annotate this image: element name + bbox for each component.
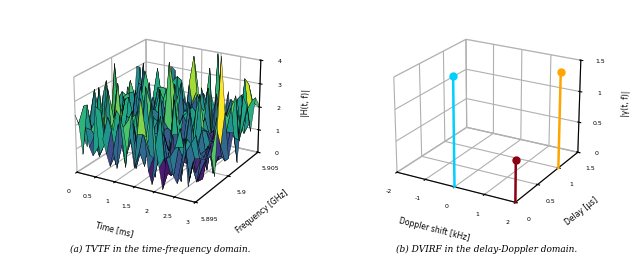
Y-axis label: Frequency [GHz]: Frequency [GHz] bbox=[234, 187, 289, 234]
Text: (a) TVTF in the time-frequency domain.: (a) TVTF in the time-frequency domain. bbox=[70, 244, 250, 253]
Y-axis label: Delay [µs]: Delay [µs] bbox=[564, 195, 600, 226]
X-axis label: Doppler shift [kHz]: Doppler shift [kHz] bbox=[398, 215, 470, 242]
Text: (b) DVIRF in the delay-Doppler domain.: (b) DVIRF in the delay-Doppler domain. bbox=[396, 244, 577, 253]
X-axis label: Time [ms]: Time [ms] bbox=[94, 220, 134, 238]
